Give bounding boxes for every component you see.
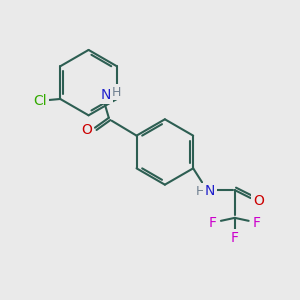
Text: O: O	[253, 194, 264, 208]
Text: N: N	[205, 184, 215, 198]
Text: N: N	[100, 88, 111, 102]
Text: H: H	[195, 184, 205, 198]
Text: F: F	[209, 216, 217, 230]
Text: Cl: Cl	[34, 94, 47, 108]
Text: F: F	[253, 216, 261, 230]
Text: H: H	[112, 85, 122, 98]
Text: F: F	[231, 231, 239, 245]
Text: O: O	[82, 123, 92, 137]
